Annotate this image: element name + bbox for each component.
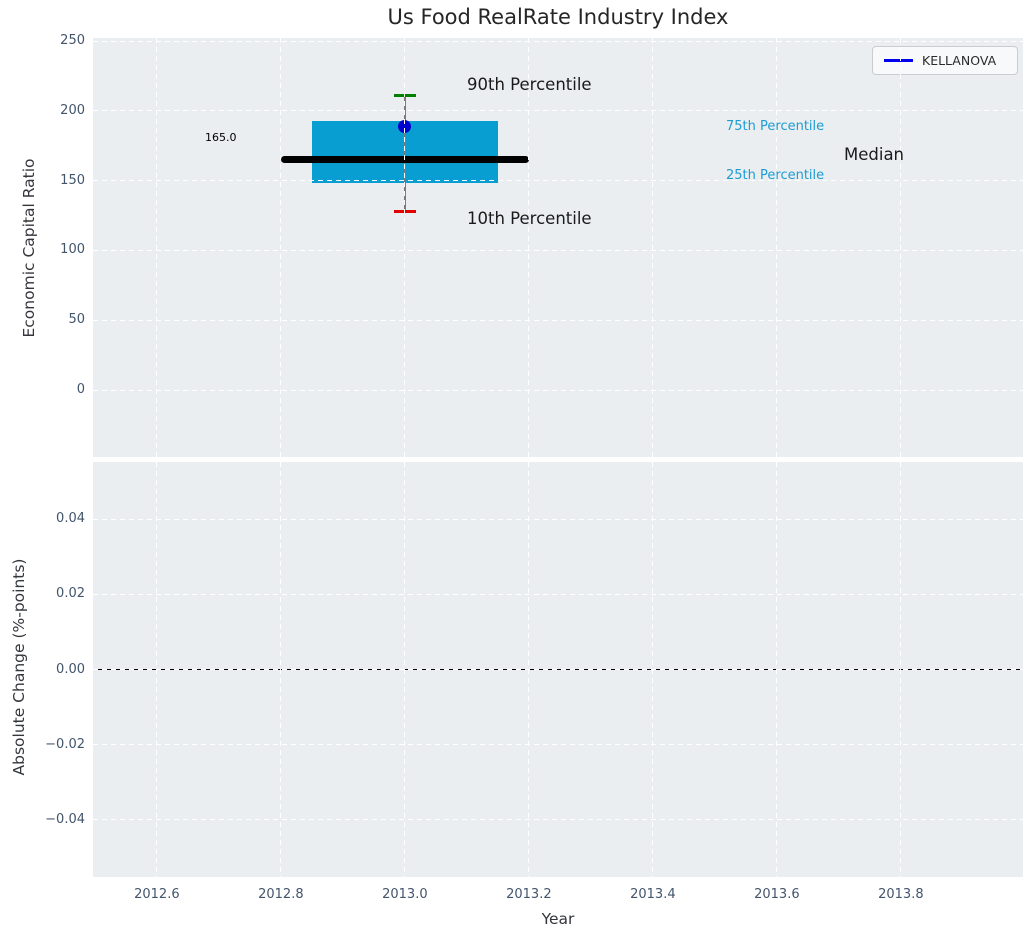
grid-line-vertical [652,38,654,457]
y-tick-label: 0.02 [56,586,85,602]
annotation-25th-percentile: 25th Percentile [726,168,825,183]
grid-line-horizontal [93,319,1023,321]
x-tick-label: 2013.8 [878,887,924,902]
grid-line-horizontal [93,180,1023,182]
grid-line-vertical [156,38,158,457]
legend-line-swatch [884,59,913,62]
x-tick-label: 2013.2 [506,887,552,902]
y-tick-label: 100 [60,242,85,258]
bottom-axes [93,462,1023,877]
grid-line-vertical [528,38,530,457]
x-tick-label: 2013.0 [382,887,428,902]
grid-line-horizontal [93,40,1023,42]
y-tick-label: 250 [60,33,85,49]
x-tick-label: 2012.6 [134,887,180,902]
grid-line-vertical [776,38,778,457]
grid-line-vertical [404,38,406,457]
y-tick-label: −0.02 [45,736,85,752]
x-axis-label: Year [541,910,575,928]
grid-line-vertical [280,38,282,457]
y-tick-label: 0.00 [56,661,85,677]
y-tick-label: 0.04 [56,511,85,527]
grid-line-horizontal [93,110,1023,112]
annotation-165-0: 165.0 [205,131,237,144]
annotation-10th-percentile: 10th Percentile [467,209,592,228]
y-tick-label: 150 [60,172,85,188]
y-tick-label: 50 [68,312,85,328]
grid-line-horizontal [93,389,1023,391]
grid-line-horizontal [93,819,1023,821]
annotation-90th-percentile: 90th Percentile [467,75,592,94]
y-tick-label: 0 [76,382,85,397]
grid-line-horizontal [93,744,1023,746]
annotation-75th-percentile: 75th Percentile [726,119,825,134]
y-tick-label: −0.04 [45,811,85,827]
grid-line-horizontal [93,593,1023,595]
chart-title: Us Food RealRate Industry Index [387,5,729,29]
x-tick-label: 2012.8 [258,887,304,902]
legend-label: KELLANOVA [922,53,997,68]
x-tick-label: 2013.6 [754,887,800,902]
grid-line-horizontal [93,249,1023,251]
grid-line-horizontal [93,669,1023,670]
legend: KELLANOVA [872,46,1018,75]
top-axes: KELLANOVA 165.0 90th Percentile 10th Perce… [93,38,1023,457]
y-tick-label: 200 [60,102,85,118]
x-tick-label: 2013.4 [630,887,676,902]
grid-line-vertical [900,38,902,457]
annotation-median: Median [844,145,905,164]
grid-line-horizontal [93,518,1023,520]
